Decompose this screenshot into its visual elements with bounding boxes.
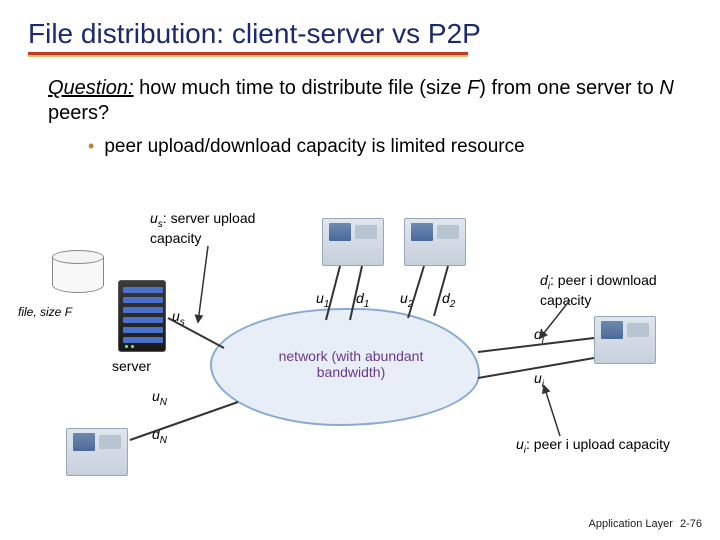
question-text: Question: how much time to distribute fi… xyxy=(0,58,720,126)
di-label: di xyxy=(534,326,544,346)
ui-caption: ui: peer i upload capacity xyxy=(516,436,686,456)
footer-page: 2-76 xyxy=(680,518,702,530)
d1-label: d1 xyxy=(356,290,369,310)
server-icon xyxy=(118,280,166,352)
dN-label: dN xyxy=(152,426,167,446)
network-caption: network (with abundant bandwidth) xyxy=(256,348,446,380)
di-caption: di: peer i download capacity xyxy=(540,272,700,308)
server-label: server xyxy=(112,358,151,374)
title-underline xyxy=(28,52,468,58)
page-title: File distribution: client-server vs P2P xyxy=(0,0,720,52)
peer2-icon xyxy=(404,218,466,266)
peer1-icon xyxy=(322,218,384,266)
peer-i-icon xyxy=(594,316,656,364)
footer: Application Layer 2-76 xyxy=(589,518,702,530)
u2-label: u2 xyxy=(400,290,413,310)
question-label: Question: xyxy=(48,77,134,99)
d2-label: d2 xyxy=(442,290,455,310)
u1-label: u1 xyxy=(316,290,329,310)
file-label: file, size F xyxy=(18,306,72,320)
diagram: us: server upload capacity file, size F … xyxy=(0,210,720,510)
footer-text: Application Layer xyxy=(589,518,673,530)
us-caption: us: server upload capacity xyxy=(150,210,290,246)
us-edge-label: us xyxy=(172,308,185,328)
bullet-text: peer upload/download capacity is limited… xyxy=(104,136,524,158)
peer-n-icon xyxy=(66,428,128,476)
ui-label: ui xyxy=(534,370,544,390)
uN-label: uN xyxy=(152,388,167,408)
bullet-dot: • xyxy=(88,136,94,158)
bullet-row: • peer upload/download capacity is limit… xyxy=(0,126,720,158)
file-cylinder-icon xyxy=(52,250,104,296)
